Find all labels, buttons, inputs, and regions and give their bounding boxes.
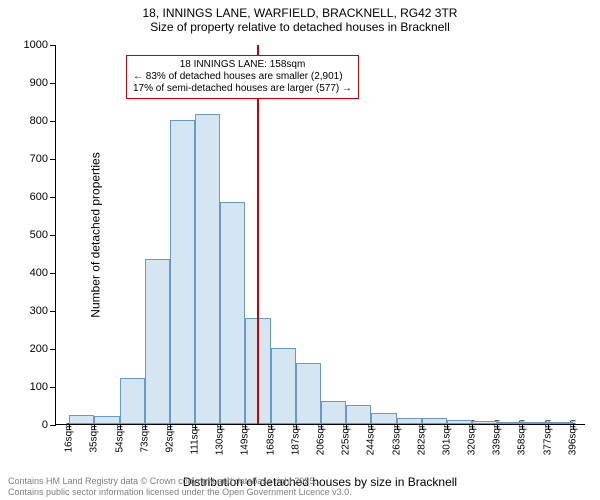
x-tick-label: 358sqm [517, 420, 528, 456]
y-tick [50, 197, 56, 198]
histogram-bar [120, 378, 145, 424]
y-tick-label: 700 [30, 153, 48, 165]
y-tick-label: 1000 [24, 39, 48, 51]
y-tick-label: 0 [42, 419, 48, 431]
y-tick [50, 387, 56, 388]
y-tick-label: 100 [30, 381, 48, 393]
annotation-line3: 17% of semi-detached houses are larger (… [133, 83, 352, 95]
x-tick-label: 35sqm [89, 422, 100, 452]
footer-line1: Contains HM Land Registry data © Crown c… [8, 476, 352, 487]
histogram-bar [497, 422, 522, 424]
reference-line [257, 45, 259, 424]
y-tick-label: 400 [30, 267, 48, 279]
histogram-bar [447, 420, 472, 424]
footer-line2: Contains public sector information licen… [8, 487, 352, 498]
x-tick-label: 130sqm [215, 420, 226, 456]
y-tick-label: 500 [30, 229, 48, 241]
annotation-box: 18 INNINGS LANE: 158sqm← 83% of detached… [126, 55, 359, 99]
histogram-bar [94, 416, 119, 424]
y-tick-label: 900 [30, 77, 48, 89]
y-tick [50, 349, 56, 350]
x-tick-label: 225sqm [341, 420, 352, 456]
x-tick-label: 206sqm [316, 420, 327, 456]
chart: 0100200300400500600700800900100016sqm35s… [55, 45, 585, 425]
x-tick-label: 377sqm [542, 420, 553, 456]
x-tick-label: 16sqm [64, 422, 75, 452]
x-tick-label: 396sqm [567, 420, 578, 456]
histogram-bar [522, 422, 547, 424]
x-tick-label: 301sqm [441, 420, 452, 456]
y-tick-label: 300 [30, 305, 48, 317]
histogram-bar [145, 259, 170, 424]
y-tick-label: 800 [30, 115, 48, 127]
x-tick-label: 244sqm [366, 420, 377, 456]
y-tick [50, 159, 56, 160]
x-tick-label: 54sqm [114, 422, 125, 452]
x-tick-label: 320sqm [467, 420, 478, 456]
histogram-bar [321, 401, 346, 424]
x-tick-label: 187sqm [290, 420, 301, 456]
x-tick-label: 339sqm [492, 420, 503, 456]
y-tick [50, 121, 56, 122]
x-tick-label: 282sqm [416, 420, 427, 456]
histogram-bar [195, 114, 220, 424]
histogram-bar [548, 422, 573, 424]
x-tick-label: 92sqm [164, 422, 175, 452]
y-axis-label: Number of detached properties [89, 152, 103, 317]
footer-attribution: Contains HM Land Registry data © Crown c… [8, 476, 352, 498]
histogram-bar [271, 348, 296, 424]
y-tick [50, 311, 56, 312]
chart-title: 18, INNINGS LANE, WARFIELD, BRACKNELL, R… [0, 0, 600, 34]
histogram-bar [472, 421, 497, 424]
histogram-bar [220, 202, 245, 424]
x-tick-label: 73sqm [139, 422, 150, 452]
y-tick [50, 45, 56, 46]
histogram-bar [69, 415, 94, 425]
y-tick [50, 83, 56, 84]
y-tick [50, 273, 56, 274]
y-tick [50, 425, 56, 426]
annotation-line2: ← 83% of detached houses are smaller (2,… [133, 71, 352, 83]
x-tick-label: 149sqm [240, 420, 251, 456]
y-tick [50, 235, 56, 236]
x-tick-label: 168sqm [265, 420, 276, 456]
x-tick-label: 111sqm [190, 420, 201, 454]
plot-area: 0100200300400500600700800900100016sqm35s… [55, 45, 585, 425]
histogram-bar [422, 418, 447, 424]
annotation-line1: 18 INNINGS LANE: 158sqm [133, 59, 352, 71]
x-tick-label: 263sqm [391, 420, 402, 456]
y-tick-label: 600 [30, 191, 48, 203]
histogram-bar [397, 418, 422, 424]
histogram-bar [170, 120, 195, 424]
histogram-bar [371, 413, 396, 424]
title-line2: Size of property relative to detached ho… [0, 20, 600, 34]
y-tick-label: 200 [30, 343, 48, 355]
histogram-bar [346, 405, 371, 424]
histogram-bar [296, 363, 321, 424]
title-line1: 18, INNINGS LANE, WARFIELD, BRACKNELL, R… [0, 6, 600, 20]
